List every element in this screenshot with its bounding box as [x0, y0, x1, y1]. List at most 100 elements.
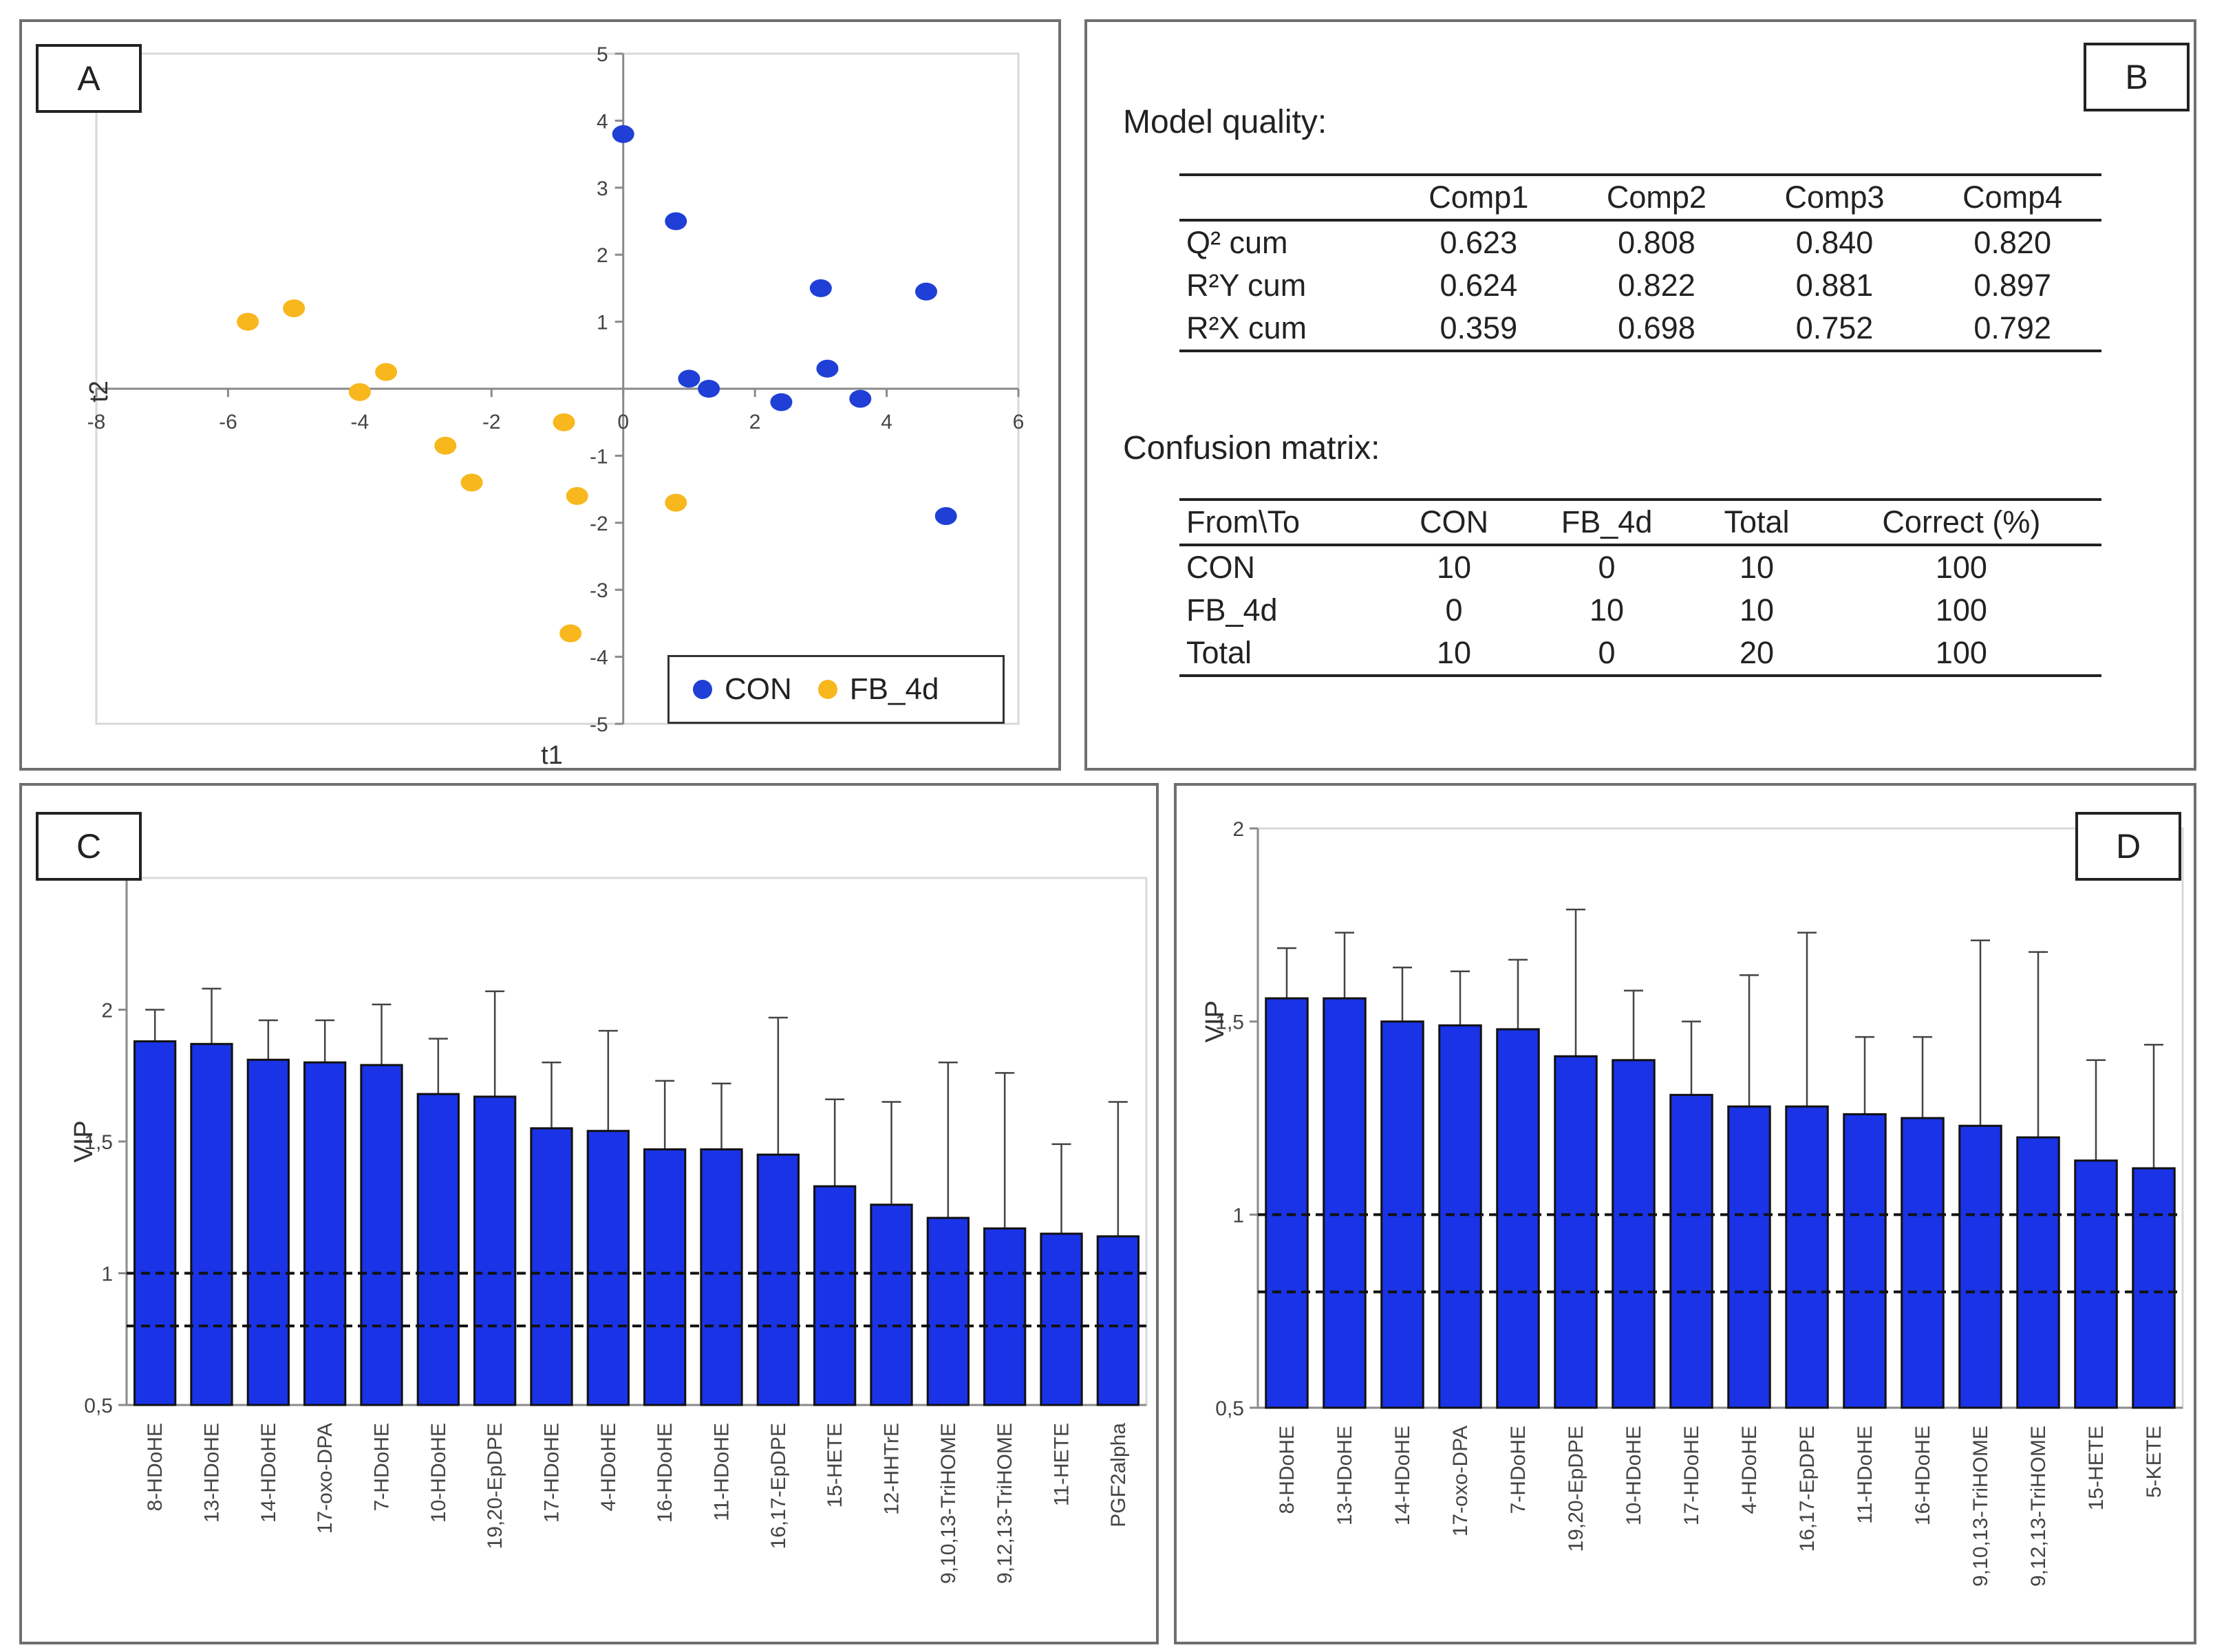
scatter-point-con: [934, 507, 957, 526]
vip-bar: [983, 1227, 1027, 1406]
confusion-matrix-cell: 10: [1740, 592, 1775, 627]
vip-bar: [1843, 1113, 1887, 1409]
category-label: 17-HDoHE: [541, 1423, 564, 1523]
confusion-matrix-cell: 0: [1598, 550, 1616, 585]
model-quality-row: R²Y cum 0.624 0.822 0.881 0.897: [1179, 264, 2101, 307]
vip-bar: [2016, 1136, 2060, 1409]
model-quality-cell: 0.752: [1745, 307, 1924, 352]
scatter-point-con: [612, 125, 634, 143]
x-tick-label: -8: [87, 411, 106, 433]
confusion-matrix-cell: 10: [1740, 550, 1775, 585]
panel-label-a: A: [36, 44, 142, 113]
model-quality-cell: 0.822: [1618, 268, 1695, 303]
y-tick-label: 5: [597, 43, 608, 66]
y-tick-label: -4: [590, 647, 608, 669]
scatter-point-fb4d: [665, 493, 687, 512]
scatter-point-con: [770, 393, 793, 411]
model-quality-table: Comp1 Comp2 Comp3 Comp4 Q² cum 0.623 0.808 0.8…: [1179, 173, 2101, 352]
category-label: 11-HDoHE: [711, 1423, 734, 1521]
model-quality-cell: 0.624: [1440, 268, 1518, 303]
x-tick-label: 6: [1013, 411, 1025, 433]
model-quality-row: R²X cum 0.359 0.698 0.752 0.792: [1179, 307, 2101, 352]
x-axis-label: t1: [541, 741, 563, 770]
vip-bar: [1438, 1024, 1482, 1409]
y-tick-label: 1: [597, 312, 608, 334]
scatter-point-fb4d: [559, 624, 582, 643]
vip-bar: [1669, 1093, 1713, 1409]
confusion-matrix-body: CON 10 0 10 100 FB_4d 0 10 10 100 Total 10 0 20 100: [1179, 545, 2101, 677]
vip-bar: [416, 1093, 460, 1406]
legend-marker-fb4d: [817, 680, 837, 699]
model-quality-header-cell: Comp4: [1923, 175, 2101, 222]
vip-bar: [1040, 1232, 1083, 1406]
model-quality-body: Q² cum 0.623 0.808 0.840 0.820 R²Y cum 0.624 0.…: [1179, 220, 2101, 352]
scatter-point-con: [665, 212, 687, 230]
x-tick-label: -4: [351, 411, 370, 433]
confusion-matrix-cell: 0: [1445, 592, 1463, 627]
panel-a: -8 -6 -4 -2 0 2 4 6 -5 -4 -3 -2 -1 1 2 3 4 5 t1 t2 A CON FB…: [19, 19, 1061, 771]
vip-bar: [1496, 1028, 1540, 1409]
y-tick-label: -1: [590, 445, 608, 468]
vip-bar: [756, 1153, 800, 1406]
confusion-matrix-row: Total 10 0 20 100: [1179, 632, 2101, 677]
category-label: 14-HDoHE: [257, 1423, 280, 1523]
x-tick-label: -6: [219, 411, 237, 433]
x-tick-label: 4: [881, 411, 892, 433]
category-label: 8-HDoHE: [1276, 1426, 1298, 1514]
model-quality-cell: 0.698: [1567, 307, 1746, 352]
category-label: 19,20-EpDPE: [1565, 1426, 1587, 1552]
legend-marker-con: [693, 680, 712, 699]
scatter-point-fb4d: [348, 383, 371, 401]
y-tick-label: 1,5: [84, 1131, 113, 1154]
category-label: 14-HDoHE: [1391, 1426, 1414, 1525]
confusion-matrix-cell: 100: [1935, 550, 1987, 585]
confusion-matrix-cell: 10: [1437, 550, 1472, 585]
category-label: 16,17-EpDPE: [767, 1423, 790, 1549]
model-quality-cell: 0.359: [1389, 307, 1568, 352]
scatter-point-fb4d: [460, 473, 483, 492]
confusion-matrix-header-cell: Total: [1692, 500, 1821, 546]
confusion-matrix-cell: Total: [1179, 632, 1387, 677]
vip-bar: [1612, 1059, 1656, 1409]
category-label: 17-oxo-DPA: [314, 1423, 336, 1534]
confusion-matrix-cell: FB_4d: [1186, 592, 1278, 627]
y-axis-label: t2: [85, 380, 114, 403]
y-tick-label: 2: [101, 1000, 113, 1022]
panel-c: 0,5 1 1,5 2 VIP 8-HDoHE 13-HDoHE 14-HDoHE 17-oxo…: [19, 783, 1159, 1644]
model-quality-cell: 0.792: [1923, 307, 2101, 352]
vip-bar: [586, 1130, 630, 1406]
category-label: 8-HDoHE: [144, 1423, 167, 1511]
model-quality-header-cell: [1179, 175, 1390, 222]
vip-bar: [133, 1040, 177, 1406]
category-label: 7-HDoHE: [371, 1423, 394, 1511]
category-label: 11-HETE: [1051, 1423, 1073, 1506]
x-tick-label: -2: [482, 411, 501, 433]
scatter-point-fb4d: [283, 299, 306, 318]
confusion-matrix-cell: 10: [1387, 632, 1521, 677]
category-label: 5-KETE: [2143, 1426, 2165, 1498]
panel-label-b: B: [2084, 43, 2190, 111]
category-label: 9,10,13-TriHOME: [1969, 1426, 1992, 1587]
model-quality-header-cell: Comp3: [1745, 175, 1924, 222]
scatter-point-con: [698, 380, 720, 398]
category-label: 16-HDoHE: [654, 1423, 676, 1523]
panel-b: B Model quality: Comp1 Comp2 Comp3 Comp4 Q²…: [1084, 19, 2196, 771]
confusion-matrix-header-cell: Correct (%): [1821, 500, 2101, 546]
y-tick-label: 3: [597, 178, 608, 200]
confusion-matrix-cell: 100: [1821, 632, 2101, 677]
category-label: 10-HDoHE: [1623, 1426, 1645, 1525]
category-label: 13-HDoHE: [1334, 1426, 1356, 1525]
vip-bar: [1323, 997, 1367, 1409]
confusion-matrix-header-cell: CON: [1387, 500, 1521, 546]
category-label: 19,20-EpDPE: [484, 1423, 506, 1549]
legend-label-con: CON: [725, 672, 792, 706]
category-label: 4-HDoHE: [1738, 1426, 1761, 1514]
scatter-point-fb4d: [566, 486, 588, 505]
model-quality-cell: Q² cum: [1186, 225, 1288, 260]
vip-bar: [246, 1058, 290, 1406]
vip-bar: [1554, 1055, 1598, 1409]
vip-bar: [190, 1042, 233, 1406]
y-tick-label: -3: [590, 579, 608, 602]
vip-bar: [700, 1148, 743, 1406]
model-quality-row: Q² cum 0.623 0.808 0.840 0.820: [1179, 220, 2101, 264]
